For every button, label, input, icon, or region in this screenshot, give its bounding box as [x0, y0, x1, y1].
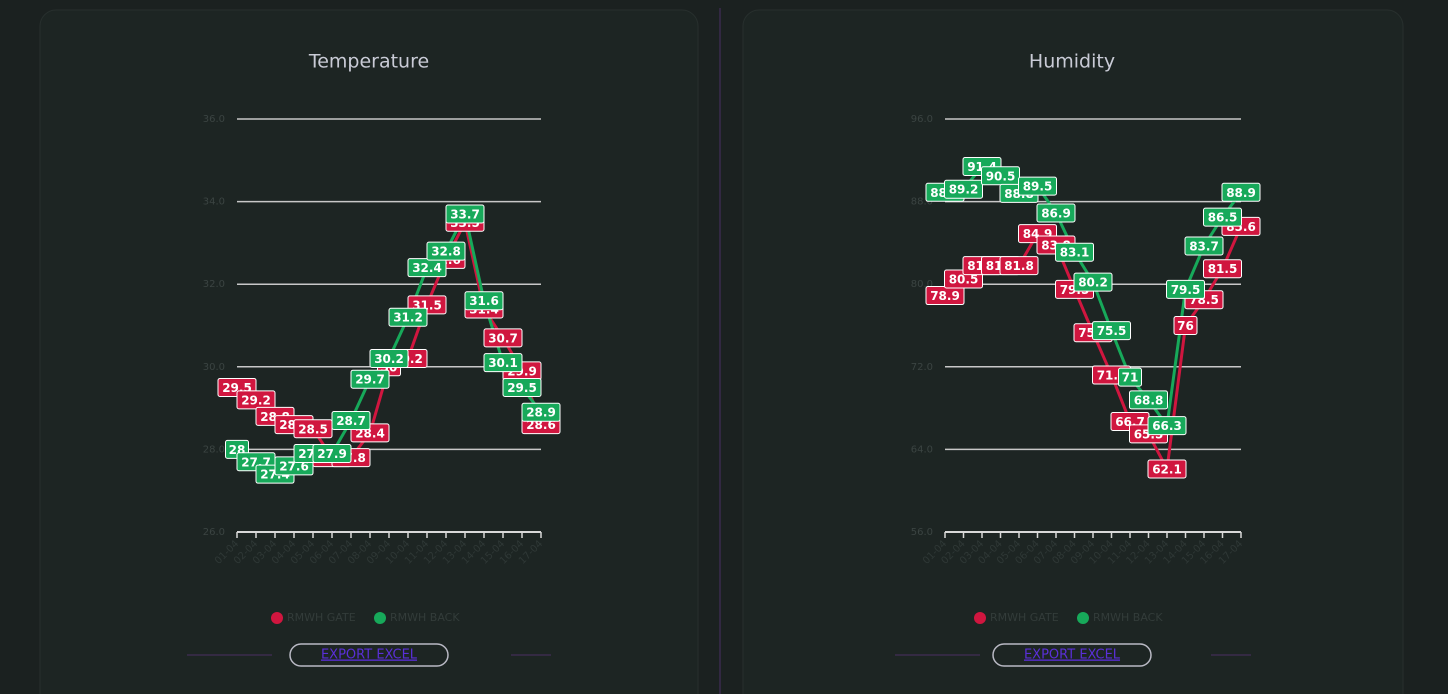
data-label: 30.7: [488, 331, 518, 345]
data-label: 75.5: [1097, 324, 1127, 338]
export-button[interactable]: [992, 643, 1152, 667]
y-tick-label: 34.0: [203, 197, 225, 208]
data-label: 88.9: [1226, 186, 1256, 200]
panel: [39, 9, 699, 694]
data-label: 89.2: [949, 183, 979, 197]
data-label-box: [445, 204, 485, 224]
y-tick-label: 26.0: [203, 527, 225, 538]
data-label: 28.5: [298, 422, 328, 436]
data-label: 81.5: [1208, 262, 1238, 276]
chart-title: Humidity: [1029, 51, 1115, 73]
data-label-box: [483, 353, 523, 373]
data-label-box: [1184, 236, 1224, 256]
legend-label: RMWH GATE: [287, 611, 356, 624]
legend-swatch: [271, 612, 283, 624]
legend-label: RMWH GATE: [990, 611, 1059, 624]
data-label-box: [999, 256, 1039, 276]
data-label: 78.9: [930, 289, 960, 303]
data-label: 80.2: [1078, 276, 1108, 290]
data-label: 79.5: [1171, 283, 1201, 297]
y-tick-label: 28.0: [203, 444, 225, 455]
data-label-box: [1166, 279, 1205, 299]
legend-label: RMWH BACK: [1093, 611, 1163, 624]
data-label-box: [521, 402, 561, 422]
data-label-box: [1203, 259, 1242, 279]
data-label: 71: [1122, 371, 1139, 385]
data-label: 62.1: [1152, 463, 1182, 477]
data-label: 28.7: [336, 414, 366, 428]
data-label: 86.9: [1041, 206, 1071, 220]
y-tick-label: 36.0: [203, 114, 225, 125]
data-label: 32.4: [412, 261, 442, 275]
data-label-box: [1147, 416, 1187, 436]
data-label-box: [944, 179, 983, 199]
data-label: 30.2: [374, 352, 404, 366]
data-label-box: [464, 291, 504, 311]
data-label-box: [1221, 182, 1261, 202]
data-label-box: [1118, 367, 1142, 387]
data-label: 80.5: [949, 273, 979, 287]
data-label-box: [426, 241, 466, 261]
data-label: 76: [1177, 319, 1194, 333]
data-label: 29.5: [507, 381, 537, 395]
legend-swatch: [1077, 612, 1089, 624]
data-label: 31.6: [469, 294, 499, 308]
y-tick-label: 32.0: [203, 279, 225, 290]
data-label: 89.5: [1023, 180, 1053, 194]
data-label-box: [331, 410, 371, 430]
data-label-box: [1073, 272, 1113, 292]
data-label: 32.8: [431, 245, 461, 259]
data-label: 33.7: [450, 207, 480, 221]
data-label-box: [1018, 176, 1057, 196]
export-button-label[interactable]: EXPORT EXCEL: [1024, 648, 1121, 663]
data-label: 68.8: [1134, 393, 1164, 407]
panel: [742, 9, 1404, 694]
y-tick-label: 88.0: [911, 197, 933, 208]
export-button-label[interactable]: EXPORT EXCEL: [321, 648, 418, 663]
chart-title: Temperature: [308, 51, 429, 73]
legend-swatch: [974, 612, 986, 624]
legend-label: RMWH BACK: [390, 611, 460, 624]
data-label: 83.7: [1189, 239, 1219, 253]
data-label: 31.2: [393, 311, 423, 325]
y-tick-label: 72.0: [911, 362, 933, 373]
data-label-box: [388, 307, 428, 327]
legend-swatch: [374, 612, 386, 624]
data-label-box: [1036, 203, 1076, 223]
y-tick-label: 80.0: [911, 279, 933, 290]
data-label: 30.1: [488, 356, 518, 370]
data-label: 90.5: [986, 169, 1016, 183]
export-button[interactable]: [289, 643, 449, 667]
y-tick-label: 64.0: [911, 444, 933, 455]
data-label-box: [369, 349, 409, 369]
y-tick-label: 96.0: [911, 114, 933, 125]
y-tick-label: 56.0: [911, 527, 933, 538]
data-label-box: [1129, 390, 1168, 410]
data-label: 29.2: [241, 393, 271, 407]
data-label-box: [1203, 207, 1242, 227]
y-tick-label: 30.0: [203, 362, 225, 373]
data-label-box: [483, 328, 523, 348]
data-label-box: [350, 369, 390, 389]
data-label-box: [502, 377, 542, 397]
data-label-box: [1173, 316, 1198, 335]
data-label: 81.8: [1004, 259, 1034, 273]
data-label: 66.3: [1152, 419, 1182, 433]
data-label: 27.9: [317, 447, 347, 461]
data-label-box: [312, 444, 352, 464]
data-label-box: [1055, 242, 1094, 262]
data-label: 86.5: [1208, 211, 1238, 225]
data-label: 28.9: [526, 406, 556, 420]
data-label: 29.7: [355, 373, 385, 387]
data-label-box: [1147, 459, 1187, 479]
data-label-box: [1092, 321, 1131, 341]
data-label: 83.1: [1060, 246, 1090, 260]
